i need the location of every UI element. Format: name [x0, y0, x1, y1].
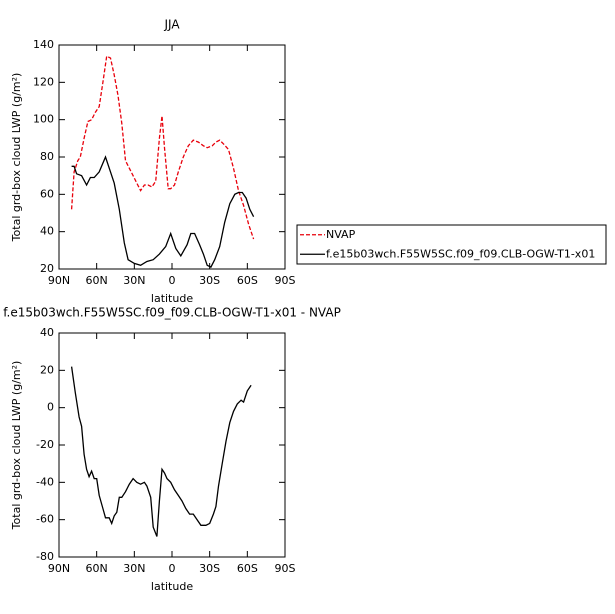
legend-label: f.e15b03wch.F55W5SC.f09_f09.CLB-OGW-T1-x… — [326, 247, 595, 260]
y-axis-label: Total grd-box cloud LWP (g/m²) — [10, 73, 23, 243]
y-tick-label: -80 — [36, 550, 54, 563]
x-tick-label: 30N — [123, 562, 145, 575]
y-tick-label: 140 — [33, 38, 54, 51]
y-tick-label: -40 — [36, 475, 54, 488]
legend-box — [296, 224, 607, 265]
y-tick-label: 80 — [40, 150, 54, 163]
x-tick-label: 30S — [199, 274, 220, 287]
x-tick-label: 60N — [86, 562, 108, 575]
data-line — [70, 55, 255, 240]
y-tick-label: 60 — [40, 187, 54, 200]
plot-frame — [58, 44, 286, 270]
x-tick-label: 0 — [169, 562, 176, 575]
y-tick-label: 40 — [40, 326, 54, 339]
x-axis-label: latitude — [151, 580, 193, 593]
x-axis-label: latitude — [151, 292, 193, 305]
x-tick-label: 60N — [86, 274, 108, 287]
x-tick-label: 60S — [237, 562, 258, 575]
y-tick-label: 40 — [40, 225, 54, 238]
data-line — [71, 155, 255, 268]
x-tick-label: 90N — [48, 274, 70, 287]
data-line — [70, 366, 252, 537]
x-tick-label: 0 — [169, 274, 176, 287]
y-tick-label: 20 — [40, 262, 54, 275]
x-tick-label: 30N — [123, 274, 145, 287]
y-tick-label: 120 — [33, 75, 54, 88]
x-tick-label: 90S — [275, 274, 296, 287]
y-tick-label: -20 — [36, 438, 54, 451]
x-tick-label: 30S — [199, 562, 220, 575]
x-tick-label: 60S — [237, 274, 258, 287]
y-tick-label: 0 — [47, 401, 54, 414]
chart-title: JJA — [163, 18, 180, 32]
y-axis-label: Total grd-box cloud LWP (g/m²) — [10, 361, 23, 531]
y-tick-label: 20 — [40, 363, 54, 376]
y-tick-label: 100 — [33, 113, 54, 126]
plot-frame — [58, 332, 286, 558]
y-tick-label: -60 — [36, 513, 54, 526]
x-tick-label: 90S — [275, 562, 296, 575]
legend-label: NVAP — [326, 228, 356, 241]
chart-title: f.e15b03wch.F55W5SC.f09_f09.CLB-OGW-T1-x… — [3, 306, 341, 320]
x-tick-label: 90N — [48, 562, 70, 575]
